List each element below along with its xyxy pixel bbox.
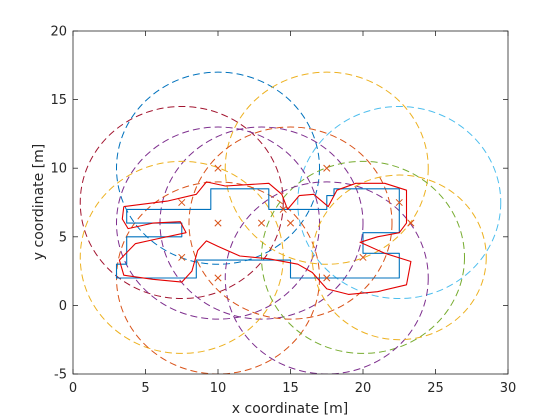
center-marker [407, 219, 415, 227]
coverage-circle [224, 71, 429, 265]
x-tick-label: 5 [141, 381, 149, 396]
coverage-circle [261, 160, 465, 354]
y-tick-label: 10 [50, 162, 67, 177]
y-tick-labels: -5 0 5 10 15 20 [50, 25, 67, 383]
y-tick-label: -5 [54, 368, 67, 383]
y-tick-label: 5 [59, 230, 67, 245]
y-tick-label: 15 [50, 93, 67, 108]
coverage-circle [188, 126, 393, 320]
x-axis-label: x coordinate [m] [232, 401, 348, 417]
paths-layer [115, 181, 412, 295]
center-marker [395, 198, 403, 207]
y-axis-label: y coordinate [m] [31, 144, 47, 260]
markers-layer [178, 164, 415, 282]
y-tick-label: 0 [59, 299, 67, 314]
x-tick-labels: 0 5 10 15 20 25 30 [69, 381, 516, 396]
plot-background [73, 31, 508, 374]
center-marker [359, 253, 367, 261]
center-marker [257, 219, 266, 227]
coverage-circle [311, 174, 487, 341]
x-tick-label: 10 [210, 381, 227, 396]
center-marker [323, 164, 331, 172]
center-marker [279, 205, 287, 213]
coverage-circle [79, 105, 284, 300]
center-marker [178, 198, 186, 207]
actual-path-line [118, 181, 412, 295]
x-tick-label: 0 [69, 381, 77, 396]
center-marker [178, 253, 186, 261]
center-marker [214, 274, 222, 282]
coverage-circle [297, 105, 502, 300]
x-tick-label: 20 [355, 381, 372, 396]
x-tick-label: 30 [500, 381, 517, 396]
coverage-circle [79, 160, 284, 354]
coverage-circle [116, 126, 320, 320]
coverage-circles [79, 71, 502, 374]
y-tick-label: 20 [50, 25, 67, 40]
center-marker [214, 219, 222, 227]
tick-marks [72, 30, 509, 375]
coverage-circle [116, 71, 320, 265]
center-marker [323, 274, 331, 282]
x-tick-label: 25 [427, 381, 444, 396]
center-marker [286, 219, 295, 227]
center-marker [214, 164, 222, 172]
x-tick-label: 15 [282, 381, 299, 396]
